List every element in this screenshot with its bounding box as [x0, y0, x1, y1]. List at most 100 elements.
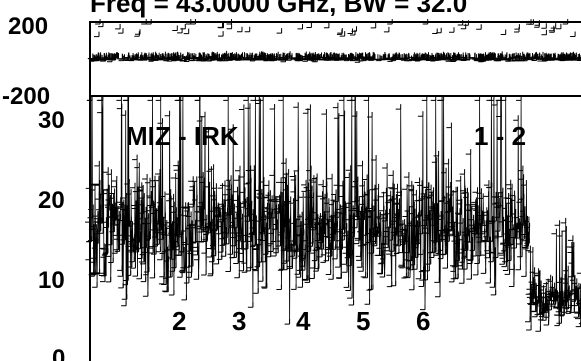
phase-point — [245, 52, 251, 59]
phase-point — [172, 54, 179, 60]
amplitude-point — [526, 325, 532, 331]
amplitude-point — [446, 122, 452, 129]
amplitude-point — [238, 104, 245, 110]
amplitude-point — [149, 272, 156, 279]
amplitude-point — [578, 323, 581, 325]
phase-point — [395, 54, 401, 60]
amplitude-point — [111, 176, 118, 182]
phase-point — [550, 23, 557, 29]
phase-point — [244, 26, 251, 33]
amplitude-point — [132, 154, 138, 161]
amp-ytick-0: 0 — [52, 345, 65, 361]
amplitude-point — [515, 264, 521, 271]
amplitude-point — [525, 245, 531, 252]
scan-labels: 2 3 4 5 6 — [172, 306, 430, 336]
phase-point — [430, 56, 436, 62]
amplitude-point — [269, 170, 275, 176]
amplitude-point — [247, 262, 253, 269]
phase-point — [500, 29, 507, 35]
amplitude-point — [312, 173, 318, 179]
amplitude-point — [517, 251, 523, 258]
amplitude-point — [92, 282, 98, 288]
phase-point — [237, 26, 243, 33]
amplitude-point — [376, 250, 382, 256]
amplitude-point — [576, 272, 581, 274]
amplitude-point — [513, 115, 519, 121]
amplitude-point — [466, 274, 472, 280]
amplitude-point — [480, 268, 487, 274]
phase-point — [559, 54, 565, 60]
phase-point — [219, 52, 225, 59]
phase-point — [104, 53, 110, 59]
phase-point — [297, 55, 303, 62]
phase-point — [347, 53, 353, 60]
amplitude-point — [325, 269, 332, 275]
amplitude-point — [347, 293, 353, 299]
amplitude-point — [521, 271, 527, 277]
phase-panel: Freq = 43.0000 GHz, BW = 32.0 200 -200 — [2, 0, 581, 110]
amplitude-point — [452, 186, 458, 193]
phase-point — [404, 54, 410, 60]
phase-point — [99, 53, 105, 59]
phase-point — [500, 54, 506, 60]
phase-point — [478, 56, 484, 63]
phase-point — [534, 52, 541, 58]
amplitude-point — [269, 104, 276, 110]
amplitude-point — [100, 244, 107, 250]
phase-point — [227, 52, 233, 58]
phase-point — [303, 54, 310, 60]
amplitude-point — [360, 271, 367, 278]
amplitude-point — [418, 281, 425, 287]
amplitude-point — [577, 287, 581, 289]
phase-point — [312, 56, 318, 63]
amplitude-point — [142, 174, 148, 180]
phase-point — [410, 54, 417, 61]
phase-point — [337, 28, 343, 34]
phase-point — [306, 22, 312, 28]
amplitude-point — [387, 182, 394, 189]
phase-point — [514, 24, 520, 30]
amplitude-point — [132, 271, 138, 277]
phase-point — [139, 54, 145, 61]
phase-point — [297, 23, 303, 30]
phase-point — [496, 53, 503, 60]
phase-point — [327, 54, 333, 61]
amplitude-point — [356, 262, 363, 268]
phase-point — [449, 27, 455, 33]
scan-label: 4 — [296, 306, 311, 336]
phase-point — [370, 22, 377, 29]
amplitude-axes-frame — [89, 95, 581, 361]
phase-point — [163, 55, 169, 62]
phase-ytick-top: 200 — [8, 13, 48, 40]
phase-point — [281, 55, 287, 61]
phase-point — [351, 26, 357, 32]
phase-point — [539, 53, 546, 59]
amplitude-point — [425, 259, 432, 265]
phase-point — [218, 31, 224, 37]
phase-point — [544, 54, 551, 60]
amplitude-point — [335, 262, 341, 268]
phase-point — [168, 52, 175, 59]
amplitude-point — [230, 240, 237, 247]
amplitude-point — [551, 228, 557, 235]
amplitude-point — [153, 175, 160, 182]
amplitude-point — [336, 272, 342, 279]
amplitude-point — [94, 160, 100, 167]
amplitude-point — [381, 187, 387, 194]
amplitude-point — [516, 239, 523, 245]
amplitude-point — [173, 160, 179, 167]
scan-label: 6 — [416, 306, 430, 336]
amplitude-point — [575, 321, 581, 328]
amplitude-point — [403, 271, 409, 278]
phase-point — [146, 52, 153, 59]
amplitude-point — [575, 313, 581, 320]
amplitude-point — [291, 284, 297, 290]
phase-point — [177, 27, 183, 34]
amplitude-point — [233, 258, 239, 264]
phase-ytick-bottom: -200 — [2, 83, 50, 110]
amplitude-point — [417, 111, 424, 117]
phase-point — [183, 28, 190, 35]
phase-point — [291, 53, 297, 59]
phase-point — [318, 54, 325, 60]
phase-point — [184, 56, 190, 62]
